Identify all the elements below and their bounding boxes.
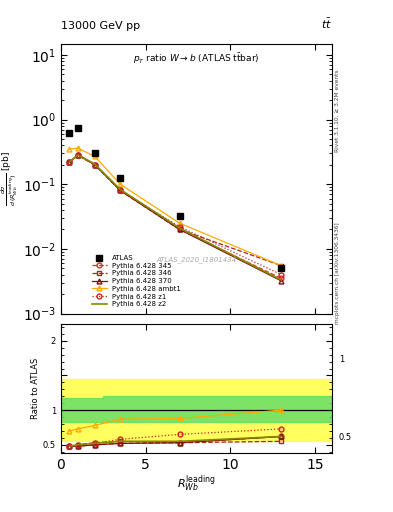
ATLAS [92,151,97,157]
Line: Pythia 6.428 z2: Pythia 6.428 z2 [70,155,281,280]
Pythia 6.428 370 [279,278,284,284]
Pythia 6.428 z1 [279,271,284,278]
Pythia 6.428 346 [75,152,80,158]
Pythia 6.428 z2 [67,159,72,165]
Text: 0.5: 0.5 [339,433,352,442]
Text: $t\bar{t}$: $t\bar{t}$ [321,16,332,31]
Pythia 6.428 345 [279,275,284,282]
Pythia 6.428 346 [118,187,123,194]
Pythia 6.428 z2 [177,225,182,231]
Pythia 6.428 z2 [92,161,97,167]
X-axis label: $R_{Wb}^{\rm leading}$: $R_{Wb}^{\rm leading}$ [177,474,216,494]
Line: Pythia 6.428 345: Pythia 6.428 345 [67,153,284,281]
Text: Rivet 3.1.10, ≥ 3.2M events: Rivet 3.1.10, ≥ 3.2M events [335,70,340,152]
Text: $p_T$ ratio $W \rightarrow b$ (ATLAS t$\bar{\mathrm{t}}$bar): $p_T$ ratio $W \rightarrow b$ (ATLAS t$\… [133,52,260,67]
Pythia 6.428 z1 [75,152,80,158]
Pythia 6.428 345 [177,226,182,232]
Y-axis label: $\frac{d\sigma}{d\,(R_{Wb}^{\rm leading})}$ [pb]: $\frac{d\sigma}{d\,(R_{Wb}^{\rm leading}… [0,151,20,206]
Text: mcplots.cern.ch [arXiv:1306.3436]: mcplots.cern.ch [arXiv:1306.3436] [335,222,340,324]
Y-axis label: Ratio to ATLAS: Ratio to ATLAS [31,358,40,419]
ATLAS [118,175,123,181]
Legend: ATLAS, Pythia 6.428 345, Pythia 6.428 346, Pythia 6.428 370, Pythia 6.428 ambt1,: ATLAS, Pythia 6.428 345, Pythia 6.428 34… [92,255,181,307]
Pythia 6.428 ambt1 [279,263,284,269]
Pythia 6.428 345 [67,159,72,165]
Pythia 6.428 345 [75,152,80,158]
ATLAS [75,124,80,131]
Pythia 6.428 ambt1 [92,153,97,159]
Pythia 6.428 345 [92,162,97,168]
ATLAS [279,265,284,271]
Pythia 6.428 370 [118,187,123,194]
Pythia 6.428 346 [67,159,72,165]
ATLAS [67,130,72,136]
Pythia 6.428 z2 [118,186,123,193]
Pythia 6.428 z1 [118,187,123,194]
Pythia 6.428 ambt1 [177,220,182,226]
Line: Pythia 6.428 370: Pythia 6.428 370 [67,153,284,283]
Pythia 6.428 346 [92,162,97,168]
Pythia 6.428 ambt1 [75,145,80,152]
Pythia 6.428 z1 [92,162,97,168]
Line: Pythia 6.428 346: Pythia 6.428 346 [67,153,284,268]
Pythia 6.428 z1 [177,224,182,230]
Pythia 6.428 ambt1 [118,181,123,187]
Line: Pythia 6.428 z1: Pythia 6.428 z1 [67,153,284,277]
Pythia 6.428 ambt1 [67,146,72,152]
ATLAS [177,213,182,219]
Pythia 6.428 346 [279,263,284,269]
Pythia 6.428 370 [75,152,80,158]
Pythia 6.428 370 [92,162,97,168]
Text: 13000 GeV pp: 13000 GeV pp [61,20,140,31]
Line: Pythia 6.428 ambt1: Pythia 6.428 ambt1 [67,146,284,268]
Pythia 6.428 345 [118,187,123,194]
Line: ATLAS: ATLAS [66,124,285,271]
Text: 1: 1 [339,355,344,365]
Pythia 6.428 370 [177,226,182,232]
Text: ATLAS_2020_I1801434: ATLAS_2020_I1801434 [156,256,237,263]
Pythia 6.428 z2 [75,152,80,158]
Pythia 6.428 z2 [279,277,284,283]
Pythia 6.428 370 [67,159,72,165]
Pythia 6.428 346 [177,226,182,232]
Pythia 6.428 z1 [67,159,72,165]
